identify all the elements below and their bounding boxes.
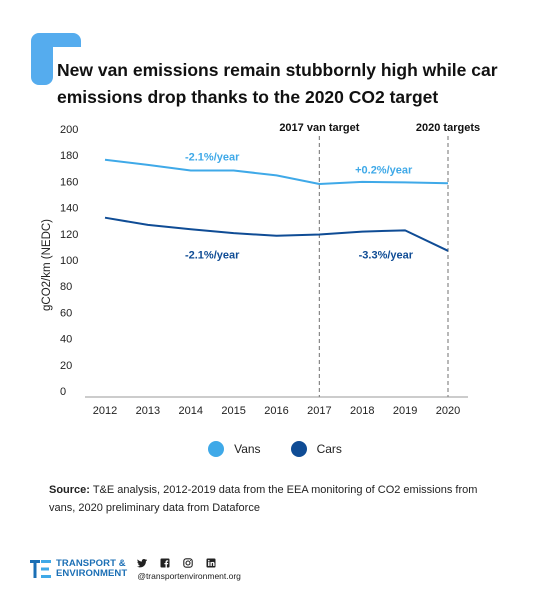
x-tick-label: 2013 [136,405,160,417]
legend-swatch-vans [208,441,225,457]
series-line-vans [104,158,449,186]
twitter-icon[interactable] [137,558,148,568]
line-chart: 0 20 40 60 80 100 120 140 160 180 200 2012 2013 2014… [41,122,480,417]
x-tick-label: 2018 [350,405,374,417]
source-label: Source: [49,484,90,496]
footer: TRANSPORT & ENVIRONMENT @transportenviro… [30,556,241,582]
y-tick-label: 40 [60,334,72,346]
legend-swatch-cars [290,441,307,457]
y-tick-label: 20 [60,360,72,372]
x-tick-label: 2012 [93,405,117,417]
y-tick-label: 120 [60,229,78,241]
x-tick-label: 2020 [436,405,460,417]
y-tick-label: 0 [60,386,66,398]
x-tick-label: 2015 [221,405,245,417]
logo-text: TRANSPORT & ENVIRONMENT [56,559,127,579]
legend-item-vans: Vans [208,441,261,457]
y-tick-label: 160 [60,176,78,188]
x-axis-ticks: 2012 2013 2014 2015 2016 2017 2018 2019 2020 [93,405,460,417]
website-handle: @transportenvironment.org [137,571,241,581]
series-lines [104,158,449,252]
source-note: Source: T&E analysis, 2012-2019 data fro… [49,481,499,517]
x-tick-label: 2019 [393,405,417,417]
legend-label-vans: Vans [234,442,261,456]
reference-line-label: 2020 targets [416,122,480,134]
legend: Vans Cars [0,441,550,457]
brand-bracket-icon [31,33,81,85]
y-tick-label: 80 [60,281,72,293]
reference-lines: 2017 van target 2020 targets [279,122,480,397]
x-tick-label: 2016 [264,405,288,417]
social-block: @transportenvironment.org [137,557,241,581]
reference-line-label: 2017 van target [279,122,359,134]
source-text: T&E analysis, 2012-2019 data from the EE… [49,484,478,514]
legend-item-cars: Cars [290,441,342,457]
y-tick-label: 180 [60,150,78,162]
y-tick-label: 200 [60,124,78,136]
y-axis-label: gCO2/km (NEDC) [41,219,53,311]
trend-annotation: -2.1%/year [185,151,240,163]
annotations: -2.1%/year +0.2%/year -2.1%/year -3.3%/year [185,151,414,261]
trend-annotation: +0.2%/year [355,165,413,177]
te-logo-icon [30,560,51,578]
x-tick-label: 2014 [179,405,203,417]
y-tick-label: 100 [60,255,78,267]
y-axis-ticks: 0 20 40 60 80 100 120 140 160 180 200 [60,124,78,398]
instagram-icon[interactable] [183,558,194,568]
trend-annotation: -3.3%/year [359,250,414,262]
trend-annotation: -2.1%/year [185,250,240,262]
y-tick-label: 60 [60,307,72,319]
facebook-icon[interactable] [160,558,170,568]
logo-line-1: TRANSPORT & [56,558,126,569]
x-tick-label: 2017 [307,405,331,417]
legend-label-cars: Cars [316,442,342,456]
y-tick-label: 140 [60,203,78,215]
linkedin-icon[interactable] [206,558,216,568]
logo-line-2: ENVIRONMENT [56,568,128,579]
series-line-cars [104,216,449,252]
chart-title: New van emissions remain stubbornly high… [57,60,498,107]
